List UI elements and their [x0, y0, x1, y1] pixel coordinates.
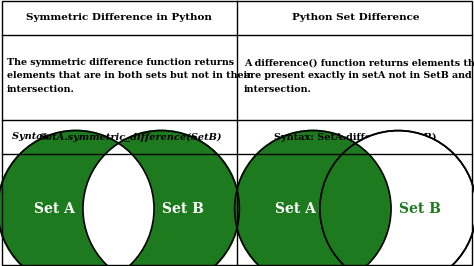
Ellipse shape	[320, 131, 474, 266]
Text: Set A: Set A	[275, 202, 316, 216]
Text: Syntax:: Syntax:	[12, 132, 55, 142]
Text: SetA.symmetric_difference(SetB): SetA.symmetric_difference(SetB)	[40, 132, 223, 142]
Text: Symmetric Difference in Python: Symmetric Difference in Python	[26, 13, 211, 22]
Text: Syntax: SetA.difference(SetB): Syntax: SetA.difference(SetB)	[274, 132, 437, 142]
Text: Set B: Set B	[162, 202, 203, 216]
Text: A difference() function returns elements that
are present exactly in setA not in: A difference() function returns elements…	[244, 58, 474, 94]
Ellipse shape	[235, 131, 391, 266]
Polygon shape	[83, 143, 154, 266]
Polygon shape	[320, 143, 391, 266]
Text: The symmetric difference function returns
elements that are in both sets but not: The symmetric difference function return…	[7, 58, 252, 94]
Text: Python Set Difference: Python Set Difference	[292, 13, 419, 22]
Text: Set B: Set B	[399, 202, 440, 216]
Ellipse shape	[83, 131, 239, 266]
Ellipse shape	[0, 131, 154, 266]
Text: Set A: Set A	[34, 202, 75, 216]
